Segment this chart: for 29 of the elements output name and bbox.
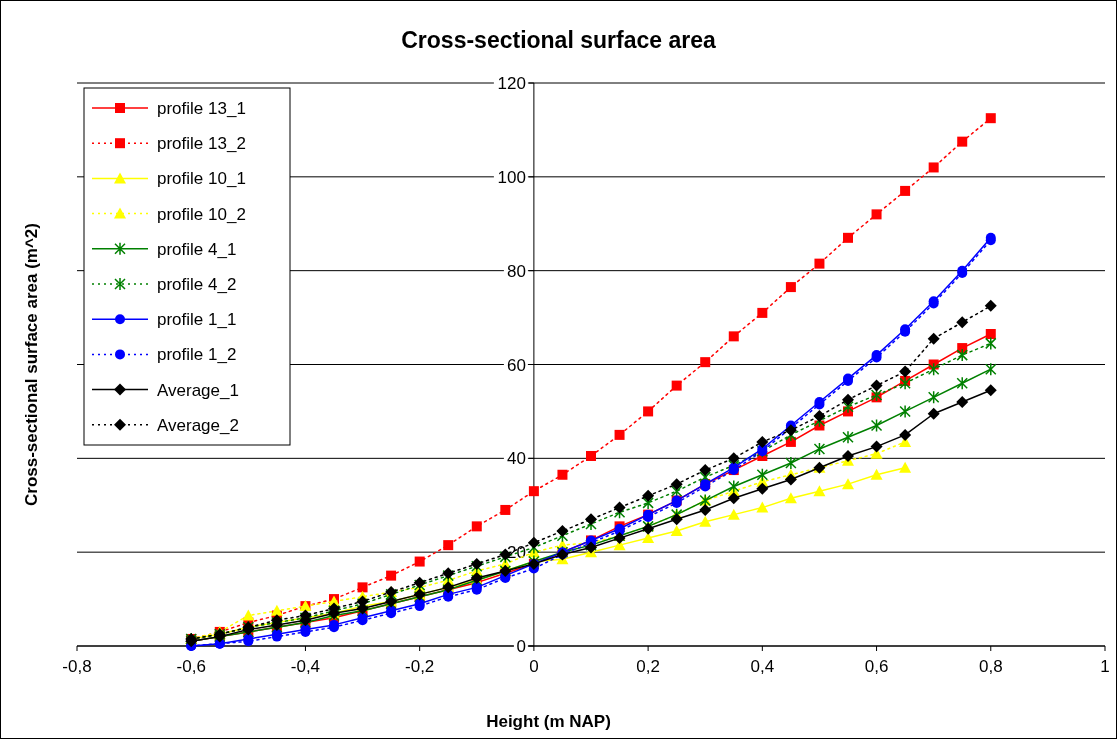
legend-label: profile 4_1 <box>157 239 237 259</box>
y-axis-title: Cross-sectional surface area (m^2) <box>22 223 41 506</box>
legend-label: Average_1 <box>157 380 239 400</box>
legend-label: profile 1_1 <box>157 310 237 330</box>
x-tick-label: 1 <box>1100 657 1110 676</box>
y-tick-label: 120 <box>497 74 526 93</box>
legend-label: profile 13_1 <box>157 99 246 118</box>
legend-label: profile 4_2 <box>157 275 237 294</box>
x-tick-label: 0,2 <box>636 657 660 676</box>
legend-label: Average_2 <box>157 415 239 435</box>
legend-label: profile 1_2 <box>157 345 237 365</box>
x-tick-label: -0,2 <box>405 657 435 676</box>
x-tick-label: -0,4 <box>290 657 321 676</box>
chart-title: Cross-sectional surface area <box>401 27 716 53</box>
y-tick-label: 60 <box>506 355 526 375</box>
x-tick-label: 0,4 <box>750 657 775 676</box>
legend-label: profile 10_2 <box>157 204 246 224</box>
y-tick-label: 100 <box>497 167 526 187</box>
x-tick-label: -0,6 <box>176 657 206 676</box>
x-tick-label: 0,6 <box>864 657 889 676</box>
x-tick-label: 0 <box>529 657 539 676</box>
x-tick-label: 0,8 <box>978 657 1003 676</box>
legend-label: profile 13_2 <box>157 134 246 154</box>
legend-label: profile 10_1 <box>157 169 246 189</box>
y-tick-label: 80 <box>506 261 526 281</box>
x-axis-title: Height (m NAP) <box>486 712 611 731</box>
y-tick-label: 0 <box>516 637 526 656</box>
x-tick-label: -0,8 <box>62 657 92 676</box>
y-tick-label: 40 <box>506 449 526 469</box>
